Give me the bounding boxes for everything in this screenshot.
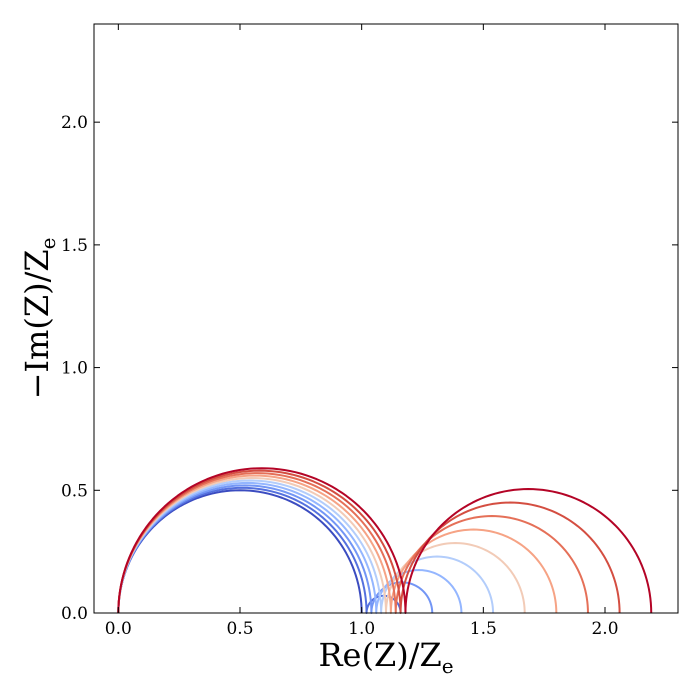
series-curve-7: [117, 474, 558, 614]
x-tick-label: 2.0: [591, 619, 618, 639]
plot-frame: [93, 23, 679, 614]
tick-group: 0.0 0.5 1.0 1.5 2.0 0.0 0.5 1.0 1.5 2.0: [61, 24, 678, 639]
y-tick-label: 0.5: [61, 481, 88, 501]
y-tick-label: 2.0: [61, 113, 88, 133]
x-tick-label: 0.5: [226, 619, 253, 639]
y-axis-label: −Im(Z)/Ze: [18, 238, 60, 400]
x-axis-label: Re(Z)/Ze: [318, 636, 453, 678]
curve-group: [117, 467, 653, 614]
x-tick-label: 1.0: [348, 619, 375, 639]
y-tick-label: 1.0: [61, 359, 88, 379]
y-tick-label: 1.5: [61, 236, 88, 256]
x-tick-label: 0.0: [105, 619, 132, 639]
x-tick-label: 1.5: [470, 619, 497, 639]
y-tick-label: 0.0: [61, 604, 88, 624]
